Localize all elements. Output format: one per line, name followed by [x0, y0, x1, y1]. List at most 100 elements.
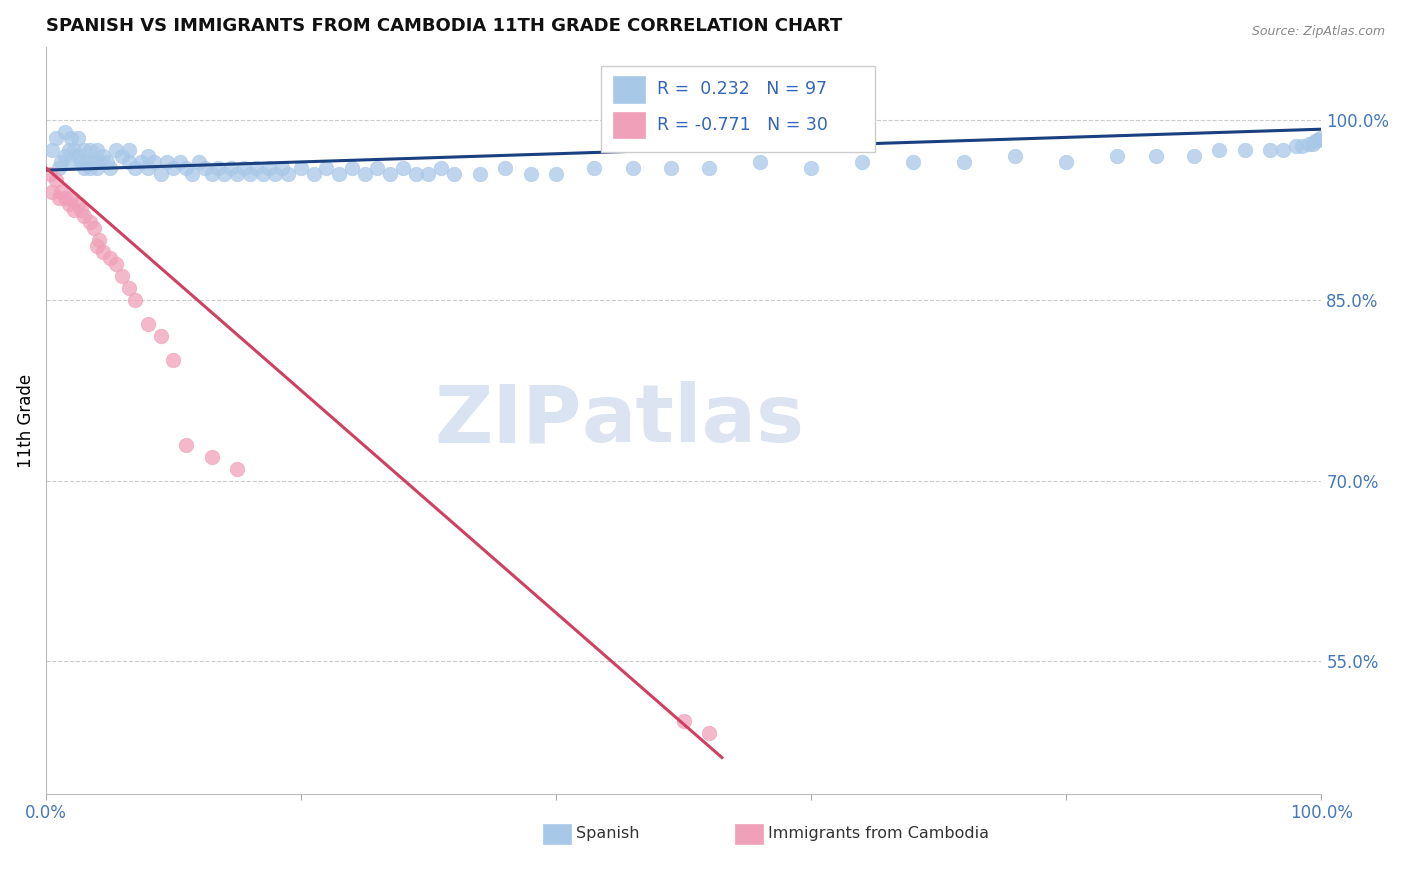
- Point: [1233, 143, 1256, 157]
- Point: [697, 726, 720, 740]
- Point: [366, 161, 388, 175]
- Point: [239, 167, 262, 181]
- Point: [136, 161, 159, 175]
- Point: [174, 161, 197, 175]
- Point: [697, 161, 720, 175]
- Point: [659, 161, 682, 175]
- Point: [89, 154, 111, 169]
- Point: [38, 167, 60, 181]
- Point: [207, 161, 229, 175]
- Point: [1298, 136, 1320, 151]
- Point: [104, 257, 127, 271]
- Point: [162, 353, 184, 368]
- Point: [405, 167, 427, 181]
- Point: [96, 154, 118, 169]
- Point: [1309, 130, 1331, 145]
- Point: [49, 154, 72, 169]
- Point: [494, 161, 516, 175]
- Point: [328, 167, 350, 181]
- Point: [290, 161, 312, 175]
- Y-axis label: 11th Grade: 11th Grade: [17, 374, 35, 467]
- Point: [277, 167, 299, 181]
- Point: [79, 215, 101, 229]
- Point: [340, 161, 363, 175]
- Point: [418, 167, 440, 181]
- Point: [187, 154, 209, 169]
- Point: [162, 161, 184, 175]
- Point: [45, 130, 67, 145]
- Point: [149, 167, 172, 181]
- Point: [86, 161, 108, 175]
- Point: [73, 161, 96, 175]
- Point: [201, 450, 224, 464]
- Point: [380, 167, 402, 181]
- Text: Immigrants from Cambodia: Immigrants from Cambodia: [768, 826, 988, 841]
- Point: [45, 173, 67, 187]
- Point: [174, 437, 197, 451]
- Point: [443, 167, 465, 181]
- Point: [245, 161, 267, 175]
- Point: [143, 154, 166, 169]
- Point: [1107, 149, 1129, 163]
- Point: [232, 161, 254, 175]
- Point: [903, 154, 925, 169]
- Point: [131, 154, 153, 169]
- Point: [226, 461, 249, 475]
- Point: [136, 317, 159, 331]
- Point: [63, 202, 86, 217]
- Point: [118, 143, 141, 157]
- Point: [89, 233, 111, 247]
- Point: [169, 154, 191, 169]
- Point: [519, 167, 541, 181]
- Point: [111, 149, 134, 163]
- FancyBboxPatch shape: [600, 66, 875, 152]
- Point: [53, 149, 76, 163]
- Point: [58, 196, 80, 211]
- Text: atlas: atlas: [582, 382, 804, 459]
- Point: [851, 154, 873, 169]
- Point: [41, 185, 63, 199]
- Point: [468, 167, 491, 181]
- Point: [66, 149, 89, 163]
- Point: [749, 154, 772, 169]
- Point: [226, 167, 249, 181]
- Point: [270, 161, 292, 175]
- Point: [118, 154, 141, 169]
- Point: [98, 251, 121, 265]
- Point: [76, 154, 98, 169]
- Point: [1054, 154, 1077, 169]
- Point: [48, 191, 70, 205]
- Point: [257, 161, 280, 175]
- Point: [124, 293, 146, 307]
- Point: [953, 154, 976, 169]
- Point: [544, 167, 567, 181]
- Point: [194, 161, 217, 175]
- Point: [201, 167, 224, 181]
- Point: [149, 329, 172, 343]
- Point: [392, 161, 415, 175]
- Point: [583, 161, 606, 175]
- Point: [79, 143, 101, 157]
- Point: [60, 130, 83, 145]
- Point: [219, 161, 242, 175]
- Point: [124, 161, 146, 175]
- Point: [1306, 133, 1329, 147]
- Point: [1272, 143, 1295, 157]
- Point: [79, 161, 101, 175]
- Point: [91, 149, 114, 163]
- Point: [1302, 136, 1324, 151]
- Point: [49, 185, 72, 199]
- Point: [86, 239, 108, 253]
- Point: [621, 161, 644, 175]
- Point: [430, 161, 453, 175]
- Point: [70, 202, 93, 217]
- Point: [83, 220, 105, 235]
- Point: [264, 167, 287, 181]
- Point: [302, 167, 325, 181]
- Text: R = -0.771   N = 30: R = -0.771 N = 30: [657, 116, 828, 134]
- Point: [58, 143, 80, 157]
- Point: [1303, 134, 1326, 148]
- Point: [73, 143, 96, 157]
- Point: [60, 154, 83, 169]
- Point: [104, 143, 127, 157]
